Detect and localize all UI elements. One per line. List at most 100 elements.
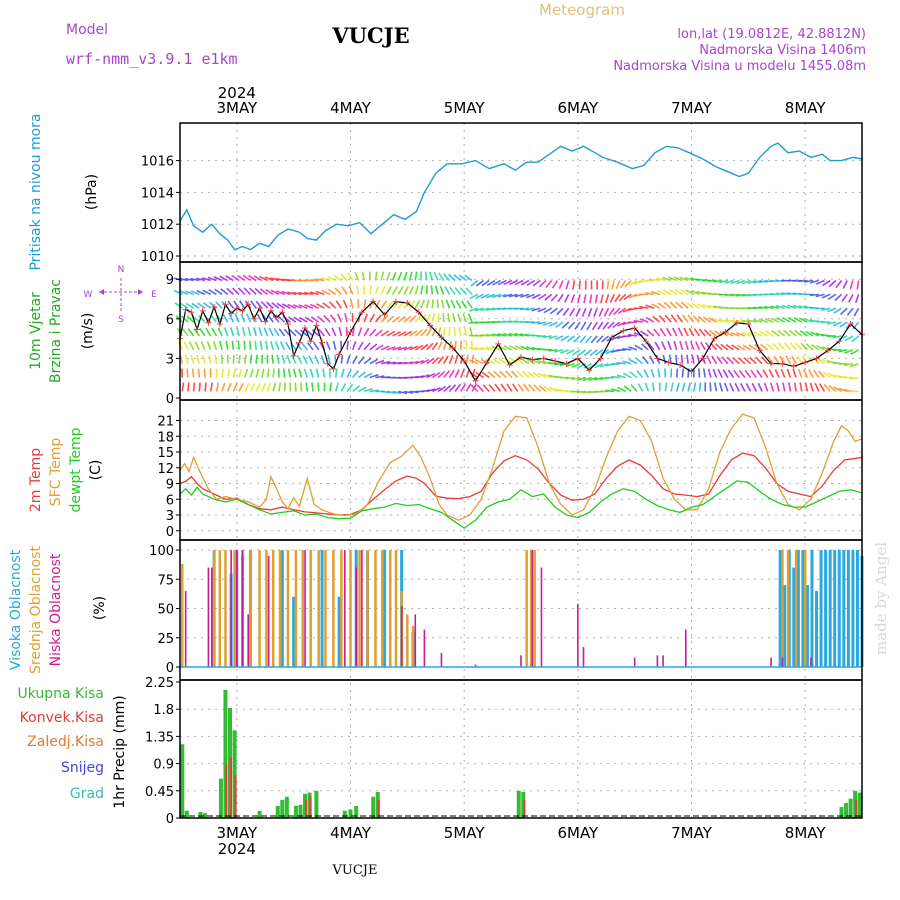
wind-arrow bbox=[727, 369, 735, 378]
wind-arrow bbox=[497, 293, 507, 298]
wind-arrow bbox=[576, 390, 586, 394]
precip-convective-bar bbox=[377, 799, 380, 818]
wind-arrow bbox=[610, 375, 620, 379]
y-tick-label: 21 bbox=[157, 415, 174, 430]
wind-arrow bbox=[711, 355, 718, 365]
wind-arrow bbox=[329, 382, 333, 392]
wind-arrow bbox=[403, 271, 408, 281]
cloud-low-bar bbox=[355, 567, 357, 667]
wind-arrow bbox=[651, 303, 661, 309]
wind-arrow bbox=[560, 349, 570, 354]
wind-arrow bbox=[804, 279, 814, 283]
wind-arrow bbox=[732, 356, 740, 365]
cloud-high-bar bbox=[851, 550, 855, 667]
wind-arrow bbox=[469, 293, 479, 300]
precip-total-bar bbox=[857, 792, 862, 818]
wind-arrow bbox=[519, 307, 530, 311]
cloud-mid-bar bbox=[265, 550, 268, 667]
wind-arrow bbox=[436, 299, 439, 309]
wind-arrow bbox=[589, 294, 593, 304]
wind-arrow bbox=[439, 285, 445, 295]
precip-total-bar bbox=[223, 689, 228, 818]
wind-arrow bbox=[487, 371, 496, 379]
wind-arrow bbox=[651, 382, 655, 392]
wind-arrow bbox=[525, 293, 535, 299]
wind-arrow bbox=[823, 384, 831, 392]
precip-total-bar bbox=[371, 796, 376, 818]
wind-arrow bbox=[263, 327, 269, 337]
cloud-mid-bar bbox=[381, 550, 384, 667]
cloud-high-bar bbox=[778, 550, 782, 667]
wind-arrow bbox=[688, 327, 695, 337]
wind-arrow bbox=[708, 317, 717, 323]
pressure-unit-label: (hPa) bbox=[84, 174, 100, 210]
wind-arrow bbox=[336, 313, 343, 323]
wind-arrow bbox=[420, 343, 429, 351]
wind-arrow bbox=[808, 369, 814, 378]
wind-arrow bbox=[554, 335, 564, 341]
wind-arrow bbox=[720, 343, 729, 351]
bottom-day-label: 6MAY bbox=[557, 824, 599, 842]
wind-arrow bbox=[676, 314, 684, 323]
wind-arrow bbox=[380, 271, 385, 281]
wind-arrow bbox=[486, 279, 496, 287]
wind-arrow bbox=[253, 327, 257, 337]
wind-arrow bbox=[628, 279, 638, 287]
bottom-year-label: 2024 bbox=[218, 840, 256, 858]
wind-arrow bbox=[219, 340, 223, 351]
cloud-mid-bar bbox=[781, 550, 784, 667]
wind-arrow bbox=[443, 273, 451, 282]
data-layer bbox=[173, 142, 865, 818]
wind-arrow bbox=[448, 355, 454, 364]
wind-arrow bbox=[243, 340, 246, 350]
model-elevation-text: Nadmorska Visina u modelu 1455.08m bbox=[613, 59, 866, 74]
wind-arrow bbox=[485, 307, 496, 311]
cloud-mid-bar bbox=[394, 550, 398, 667]
cloud-low-bar bbox=[577, 603, 579, 667]
cloud-mid-bar bbox=[181, 564, 184, 667]
wind-arrow bbox=[663, 301, 672, 309]
wind-arrow bbox=[577, 362, 587, 369]
wind-arrow bbox=[469, 327, 473, 337]
wind-arrow bbox=[350, 299, 354, 309]
wind-arrow bbox=[256, 313, 263, 323]
wind-arrow bbox=[753, 319, 763, 323]
wind-arrow bbox=[577, 294, 581, 304]
wind-arrow bbox=[288, 316, 297, 323]
wind-arrow bbox=[264, 276, 274, 282]
wind-arrow bbox=[447, 313, 451, 323]
wind-arrow bbox=[264, 340, 269, 350]
bottom-day-label: 4MAY bbox=[330, 824, 372, 842]
wind-arrow bbox=[327, 354, 331, 364]
wind-arrow bbox=[281, 354, 286, 364]
wind-arrow bbox=[683, 327, 689, 337]
wind-arrow bbox=[753, 279, 763, 284]
wind-arrow bbox=[731, 344, 740, 351]
wind-arrow bbox=[776, 317, 786, 323]
wind-arrow bbox=[698, 382, 702, 392]
wind-arrow bbox=[698, 368, 701, 378]
wind-arrow bbox=[593, 307, 598, 317]
wind-arrow bbox=[357, 341, 364, 351]
wind-arrow bbox=[680, 288, 689, 296]
wind-arrow bbox=[616, 374, 626, 379]
wind-arrow bbox=[190, 290, 200, 296]
wind-arrow bbox=[458, 326, 462, 337]
bottom-day-label: 7MAY bbox=[671, 824, 713, 842]
wind-arrow bbox=[786, 368, 792, 378]
wind-arrow bbox=[643, 369, 650, 378]
wind-arrow bbox=[838, 349, 848, 353]
cloud-mid-bar bbox=[794, 550, 798, 667]
wind-arrow bbox=[699, 341, 706, 351]
wind-arrow bbox=[403, 330, 413, 337]
wind-arrow bbox=[221, 382, 226, 392]
wind-arrow bbox=[332, 340, 337, 351]
wind-arrow bbox=[363, 313, 369, 323]
wind-arrow bbox=[573, 335, 581, 343]
cloud-high-bar bbox=[810, 550, 814, 667]
wind-arrow bbox=[503, 332, 513, 337]
wind-arrow bbox=[266, 382, 272, 392]
wind-arrow bbox=[431, 342, 439, 351]
wind-arrow bbox=[375, 375, 385, 379]
